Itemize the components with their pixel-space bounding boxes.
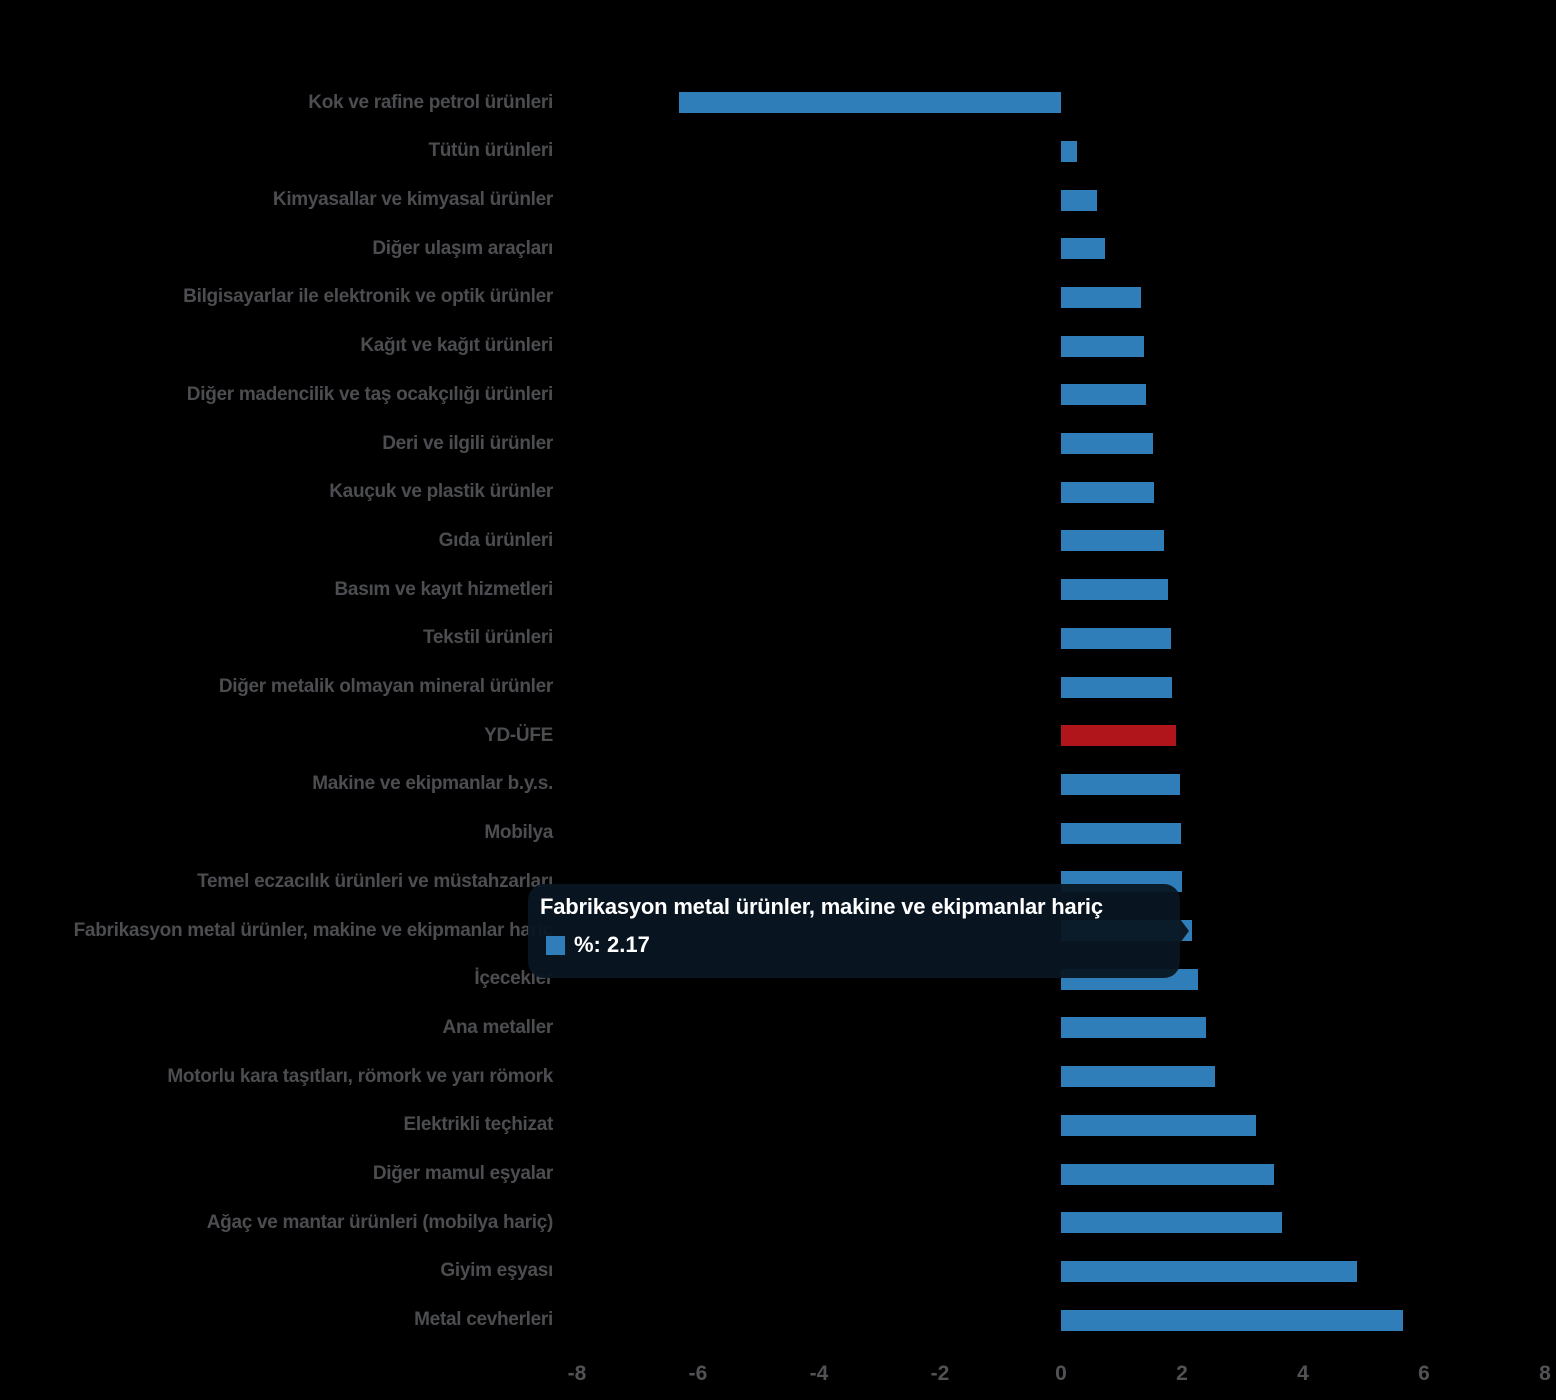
x-axis-tick-label: -2 [930,1362,950,1385]
bar[interactable] [1061,238,1106,260]
bar[interactable] [1061,530,1164,552]
bar[interactable] [1061,1114,1257,1136]
category-label: Diğer mamul eşyalar [372,1163,553,1184]
category-label: Diğer madencilik ve taş ocakçılığı ürünl… [186,383,554,405]
category-label: Kimyasallar ve kimyasal ürünler [272,189,553,210]
tooltip: Fabrikasyon metal ürünler, makine ve eki… [528,884,1180,978]
x-axis-tick-label: 2 [1176,1362,1188,1385]
category-label: Makine ve ekipmanlar b.y.s. [312,773,553,795]
bar[interactable] [1061,676,1172,698]
bar[interactable] [1061,189,1098,211]
category-label: Tekstil ürünleri [423,627,553,649]
category-label: Diğer metalik olmayan mineral ürünler [218,676,553,697]
category-label: YD-ÜFE [484,724,553,746]
category-label: Motorlu kara taşıtları, römork ve yarı r… [167,1065,553,1087]
bar[interactable] [1061,627,1172,649]
bar[interactable] [1061,1260,1358,1282]
bar[interactable] [1061,822,1181,844]
category-label: Giyim eşyası [440,1260,553,1282]
category-label: Bilgisayarlar ile elektronik ve optik ür… [183,286,553,308]
x-axis-tick-label: -8 [567,1362,587,1385]
x-axis-tick-label: 6 [1418,1362,1430,1385]
category-label: Ana metaller [442,1016,554,1038]
category-label: Kauçuk ve plastik ürünler [329,481,553,503]
bar[interactable] [1061,773,1180,795]
category-label: Kok ve rafine petrol ürünleri [308,91,553,113]
category-label: Elektrikli teçhizat [403,1114,553,1136]
category-label: Mobilya [484,822,553,844]
tooltip-value: %: 2.17 [574,932,650,957]
bar[interactable] [1061,1066,1216,1088]
bar[interactable] [1061,579,1169,601]
bar[interactable] [1061,433,1153,454]
series-color-swatch-icon [546,935,565,955]
category-label: Gıda ürünleri [438,529,554,551]
category-label: Fabrikasyon metal ürünler, makine ve eki… [73,919,554,941]
category-label: Ağaç ve mantar ürünleri (mobilya hariç) [206,1211,554,1233]
bar[interactable] [1061,140,1078,162]
x-axis-tick-label: 4 [1297,1362,1309,1385]
category-label: Diğer ulaşım araçları [372,237,553,259]
bar[interactable] [1061,481,1155,503]
x-axis-tick-label: 0 [1055,1362,1067,1385]
bar[interactable] [1061,725,1176,747]
category-label: Deri ve ilgili ürünler [382,432,553,454]
x-axis-tick-label: -6 [688,1362,708,1385]
bar[interactable] [1061,335,1144,357]
category-label: Temel eczacılık ürünleri ve müstahzarlar… [197,870,553,892]
bar[interactable] [1061,1017,1207,1039]
category-label: Basım ve kayıt hizmetleri [334,578,554,600]
tooltip-legend-row: %: 2.17 [546,932,650,958]
bar[interactable] [679,92,1061,114]
bar[interactable] [1061,384,1147,406]
tooltip-title: Fabrikasyon metal ürünler, makine ve eki… [540,894,1103,919]
bar[interactable] [1061,286,1142,308]
bar[interactable] [1061,1212,1283,1234]
category-label: Kağıt ve kağıt ürünleri [360,335,553,357]
x-axis-tick-label: -4 [809,1362,829,1385]
bar[interactable] [1061,1309,1403,1331]
category-label: Metal cevherleri [414,1309,553,1331]
category-label: İçecekler [474,968,553,990]
category-label: Tütün ürünleri [428,140,553,162]
tooltip-callout-arrow-icon [1180,918,1189,943]
x-axis-tick-label: 8 [1539,1362,1551,1385]
bar[interactable] [1061,1163,1274,1185]
